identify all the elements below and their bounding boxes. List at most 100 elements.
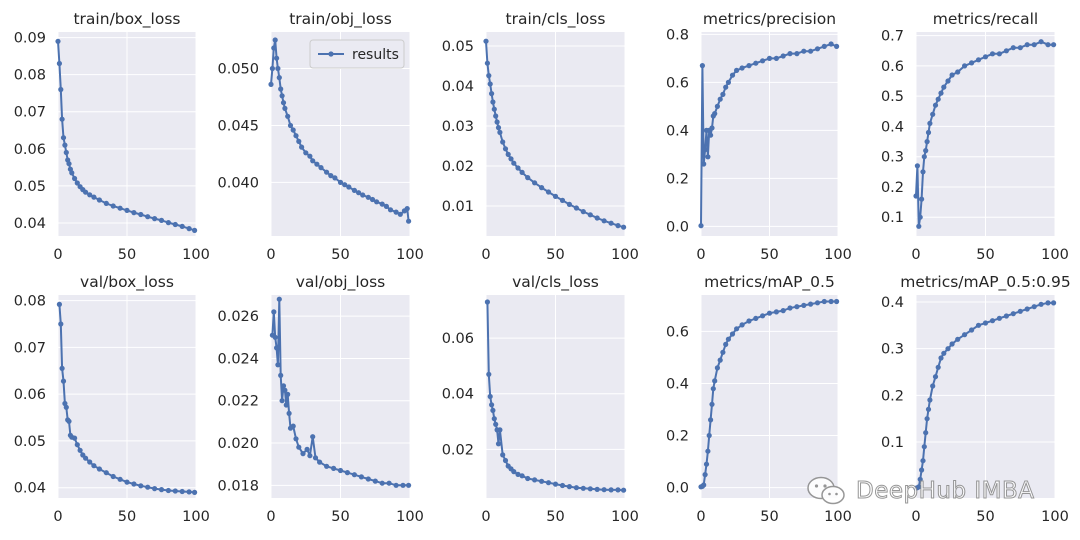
data-point: [927, 397, 933, 403]
subplot-title: train/obj_loss: [289, 10, 392, 29]
data-point: [66, 161, 72, 167]
data-point: [324, 463, 330, 469]
y-tick-label: 0.1: [881, 210, 904, 226]
x-tick-label: 50: [546, 509, 564, 525]
x-tick-label: 0: [911, 247, 920, 263]
y-tick-label: 0.5: [881, 89, 904, 105]
y-tick-label: 0.050: [217, 61, 259, 77]
data-point: [539, 478, 545, 484]
data-point: [271, 309, 277, 315]
data-point: [493, 421, 499, 427]
data-point: [773, 55, 780, 62]
y-tick-label: 0.05: [14, 179, 46, 195]
y-tick-label: 0.040: [217, 175, 259, 191]
data-point: [712, 378, 718, 384]
data-point: [508, 156, 514, 162]
data-point: [701, 482, 707, 488]
data-point: [821, 298, 827, 305]
data-point: [914, 163, 921, 169]
data-point: [145, 484, 151, 490]
y-tick-label: 0.08: [14, 294, 46, 310]
data-point: [346, 184, 352, 190]
data-point: [337, 467, 344, 474]
data-point: [400, 482, 406, 488]
data-point: [274, 345, 280, 351]
x-tick-label: 0: [481, 247, 490, 263]
data-point: [801, 302, 807, 308]
wechat-icon: [807, 476, 845, 505]
subplot-train_cls_loss: 0 50 100 0.01 0.02 0.03 0.04 0.05 train/cls_loss: [442, 10, 639, 263]
data-point: [56, 60, 63, 67]
data-point: [917, 476, 923, 482]
subplot-title: metrics/mAP_0.5: [704, 273, 835, 292]
data-point: [310, 434, 316, 440]
data-point: [172, 221, 178, 228]
data-point: [787, 305, 793, 311]
x-tick-label: 0: [911, 509, 920, 525]
x-tick-label: 0: [53, 247, 62, 263]
data-point: [1024, 306, 1030, 312]
data-point: [60, 135, 67, 141]
legend-box: [309, 39, 405, 69]
data-point: [83, 455, 89, 461]
y-tick-label: 0.07: [14, 340, 46, 356]
data-point: [487, 81, 493, 87]
y-tick-label: 0.3: [881, 150, 904, 166]
data-point: [834, 298, 840, 305]
data-point: [594, 486, 600, 492]
data-point: [982, 54, 989, 60]
y-tick-label: 0.06: [14, 387, 46, 403]
data-point: [913, 193, 919, 199]
subplot-title: val/cls_loss: [512, 273, 599, 292]
y-tick-label: 0.4: [666, 123, 689, 139]
watermark: DeepHub IMBA: [806, 474, 1035, 508]
data-point: [484, 299, 490, 305]
data-point: [975, 57, 982, 63]
data-point: [780, 53, 786, 59]
data-point: [573, 205, 580, 211]
data-point: [110, 473, 116, 480]
data-point: [717, 357, 723, 363]
data-point: [720, 349, 726, 355]
data-point: [828, 298, 834, 305]
subplot-title: metrics/mAP_0.5:0.95: [900, 273, 1070, 292]
data-point: [773, 309, 780, 315]
x-tick-label: 100: [182, 509, 210, 525]
data-point: [925, 129, 932, 136]
x-tick-label: 100: [1041, 247, 1069, 263]
data-point: [152, 486, 158, 492]
data-point: [621, 224, 627, 230]
data-point: [344, 470, 350, 476]
data-point: [490, 99, 496, 105]
y-tick-label: 0.07: [14, 105, 46, 121]
data-point: [158, 487, 165, 493]
y-tick-label: 0.1: [881, 435, 904, 451]
data-point: [989, 51, 996, 57]
data-point: [351, 472, 357, 478]
subplot-metrics_recall: 0 50 100 0.1 0.2 0.3 0.4 0.5 0.6 0.7 metrics/recal…: [881, 10, 1069, 263]
y-tick-label: 0.026: [217, 309, 259, 325]
data-point: [714, 103, 721, 109]
data-point: [491, 416, 497, 422]
data-point: [921, 444, 927, 450]
data-point: [917, 214, 923, 220]
data-point: [360, 192, 366, 198]
data-point: [927, 120, 933, 126]
data-point: [708, 132, 714, 138]
subplot-metrics_map_05: 0 50 100 0.0 0.2 0.4 0.6 metrics/mAP_0.5: [666, 273, 852, 525]
data-point: [1038, 301, 1044, 307]
data-point: [502, 457, 509, 464]
data-point: [192, 489, 198, 495]
data-point: [801, 48, 807, 54]
data-point: [930, 111, 936, 117]
data-point: [566, 484, 573, 490]
data-point: [1045, 300, 1051, 306]
data-point: [502, 146, 509, 152]
y-tick-label: 0.02: [442, 159, 474, 175]
data-point: [705, 154, 711, 160]
data-point: [55, 38, 61, 44]
data-point: [1038, 39, 1044, 45]
y-tick-label: 0.2: [881, 180, 904, 196]
data-point: [274, 55, 280, 61]
